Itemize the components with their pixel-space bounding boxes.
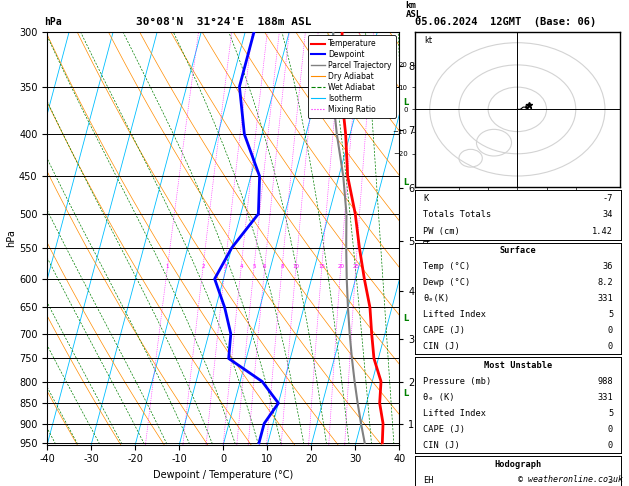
Y-axis label: hPa: hPa [6, 229, 16, 247]
Text: L: L [403, 389, 408, 398]
Text: 0: 0 [608, 342, 613, 351]
Text: 331: 331 [598, 393, 613, 402]
Text: 5: 5 [608, 310, 613, 319]
Text: CIN (J): CIN (J) [423, 441, 460, 450]
Text: 0: 0 [608, 441, 613, 450]
Text: 8.2: 8.2 [598, 278, 613, 287]
Text: CAPE (J): CAPE (J) [423, 425, 465, 434]
Text: 988: 988 [598, 377, 613, 386]
Text: CAPE (J): CAPE (J) [423, 326, 465, 335]
Text: Pressure (mb): Pressure (mb) [423, 377, 492, 386]
Text: 331: 331 [598, 294, 613, 303]
Text: Most Unstable: Most Unstable [484, 361, 552, 370]
Text: © weatheronline.co.uk: © weatheronline.co.uk [518, 474, 623, 484]
Text: 5: 5 [252, 264, 256, 269]
Text: 5: 5 [608, 409, 613, 418]
Text: Lifted Index: Lifted Index [423, 310, 486, 319]
Text: Totals Totals: Totals Totals [423, 210, 492, 219]
Text: 34: 34 [603, 210, 613, 219]
Text: EH: EH [423, 476, 434, 485]
Text: -7: -7 [603, 194, 613, 203]
Text: 36: 36 [603, 262, 613, 271]
Text: 3: 3 [608, 476, 613, 485]
Text: 10: 10 [292, 264, 299, 269]
Text: K: K [423, 194, 428, 203]
Text: L: L [403, 98, 408, 106]
Text: Hodograph: Hodograph [494, 460, 542, 469]
Text: 3: 3 [223, 264, 227, 269]
Text: km
ASL: km ASL [406, 1, 422, 19]
Text: 0: 0 [608, 326, 613, 335]
Text: Temp (°C): Temp (°C) [423, 262, 470, 271]
Text: 30°08'N  31°24'E  188m ASL: 30°08'N 31°24'E 188m ASL [135, 17, 311, 27]
Text: 8: 8 [281, 264, 284, 269]
Text: 1: 1 [166, 264, 169, 269]
Text: L: L [403, 178, 408, 187]
Text: PW (cm): PW (cm) [423, 227, 460, 236]
Text: 20: 20 [337, 264, 344, 269]
Text: θₑ (K): θₑ (K) [423, 393, 455, 402]
Text: 2: 2 [201, 264, 205, 269]
Text: Lifted Index: Lifted Index [423, 409, 486, 418]
Text: CIN (J): CIN (J) [423, 342, 460, 351]
Text: 25: 25 [352, 264, 359, 269]
Legend: Temperature, Dewpoint, Parcel Trajectory, Dry Adiabat, Wet Adiabat, Isotherm, Mi: Temperature, Dewpoint, Parcel Trajectory… [308, 35, 396, 118]
Text: Dewp (°C): Dewp (°C) [423, 278, 470, 287]
Text: hPa: hPa [44, 17, 62, 27]
Text: 1.42: 1.42 [592, 227, 613, 236]
Text: 4: 4 [240, 264, 243, 269]
Text: 0: 0 [608, 425, 613, 434]
Text: Surface: Surface [500, 246, 537, 255]
Text: kt: kt [424, 35, 432, 45]
Text: L: L [403, 314, 408, 323]
Y-axis label: Mixing Ratio (g/kg): Mixing Ratio (g/kg) [420, 198, 428, 278]
Text: 15: 15 [318, 264, 325, 269]
Text: 05.06.2024  12GMT  (Base: 06): 05.06.2024 12GMT (Base: 06) [415, 17, 596, 27]
X-axis label: Dewpoint / Temperature (°C): Dewpoint / Temperature (°C) [153, 470, 293, 480]
Text: θₑ(K): θₑ(K) [423, 294, 450, 303]
Text: 6: 6 [263, 264, 267, 269]
